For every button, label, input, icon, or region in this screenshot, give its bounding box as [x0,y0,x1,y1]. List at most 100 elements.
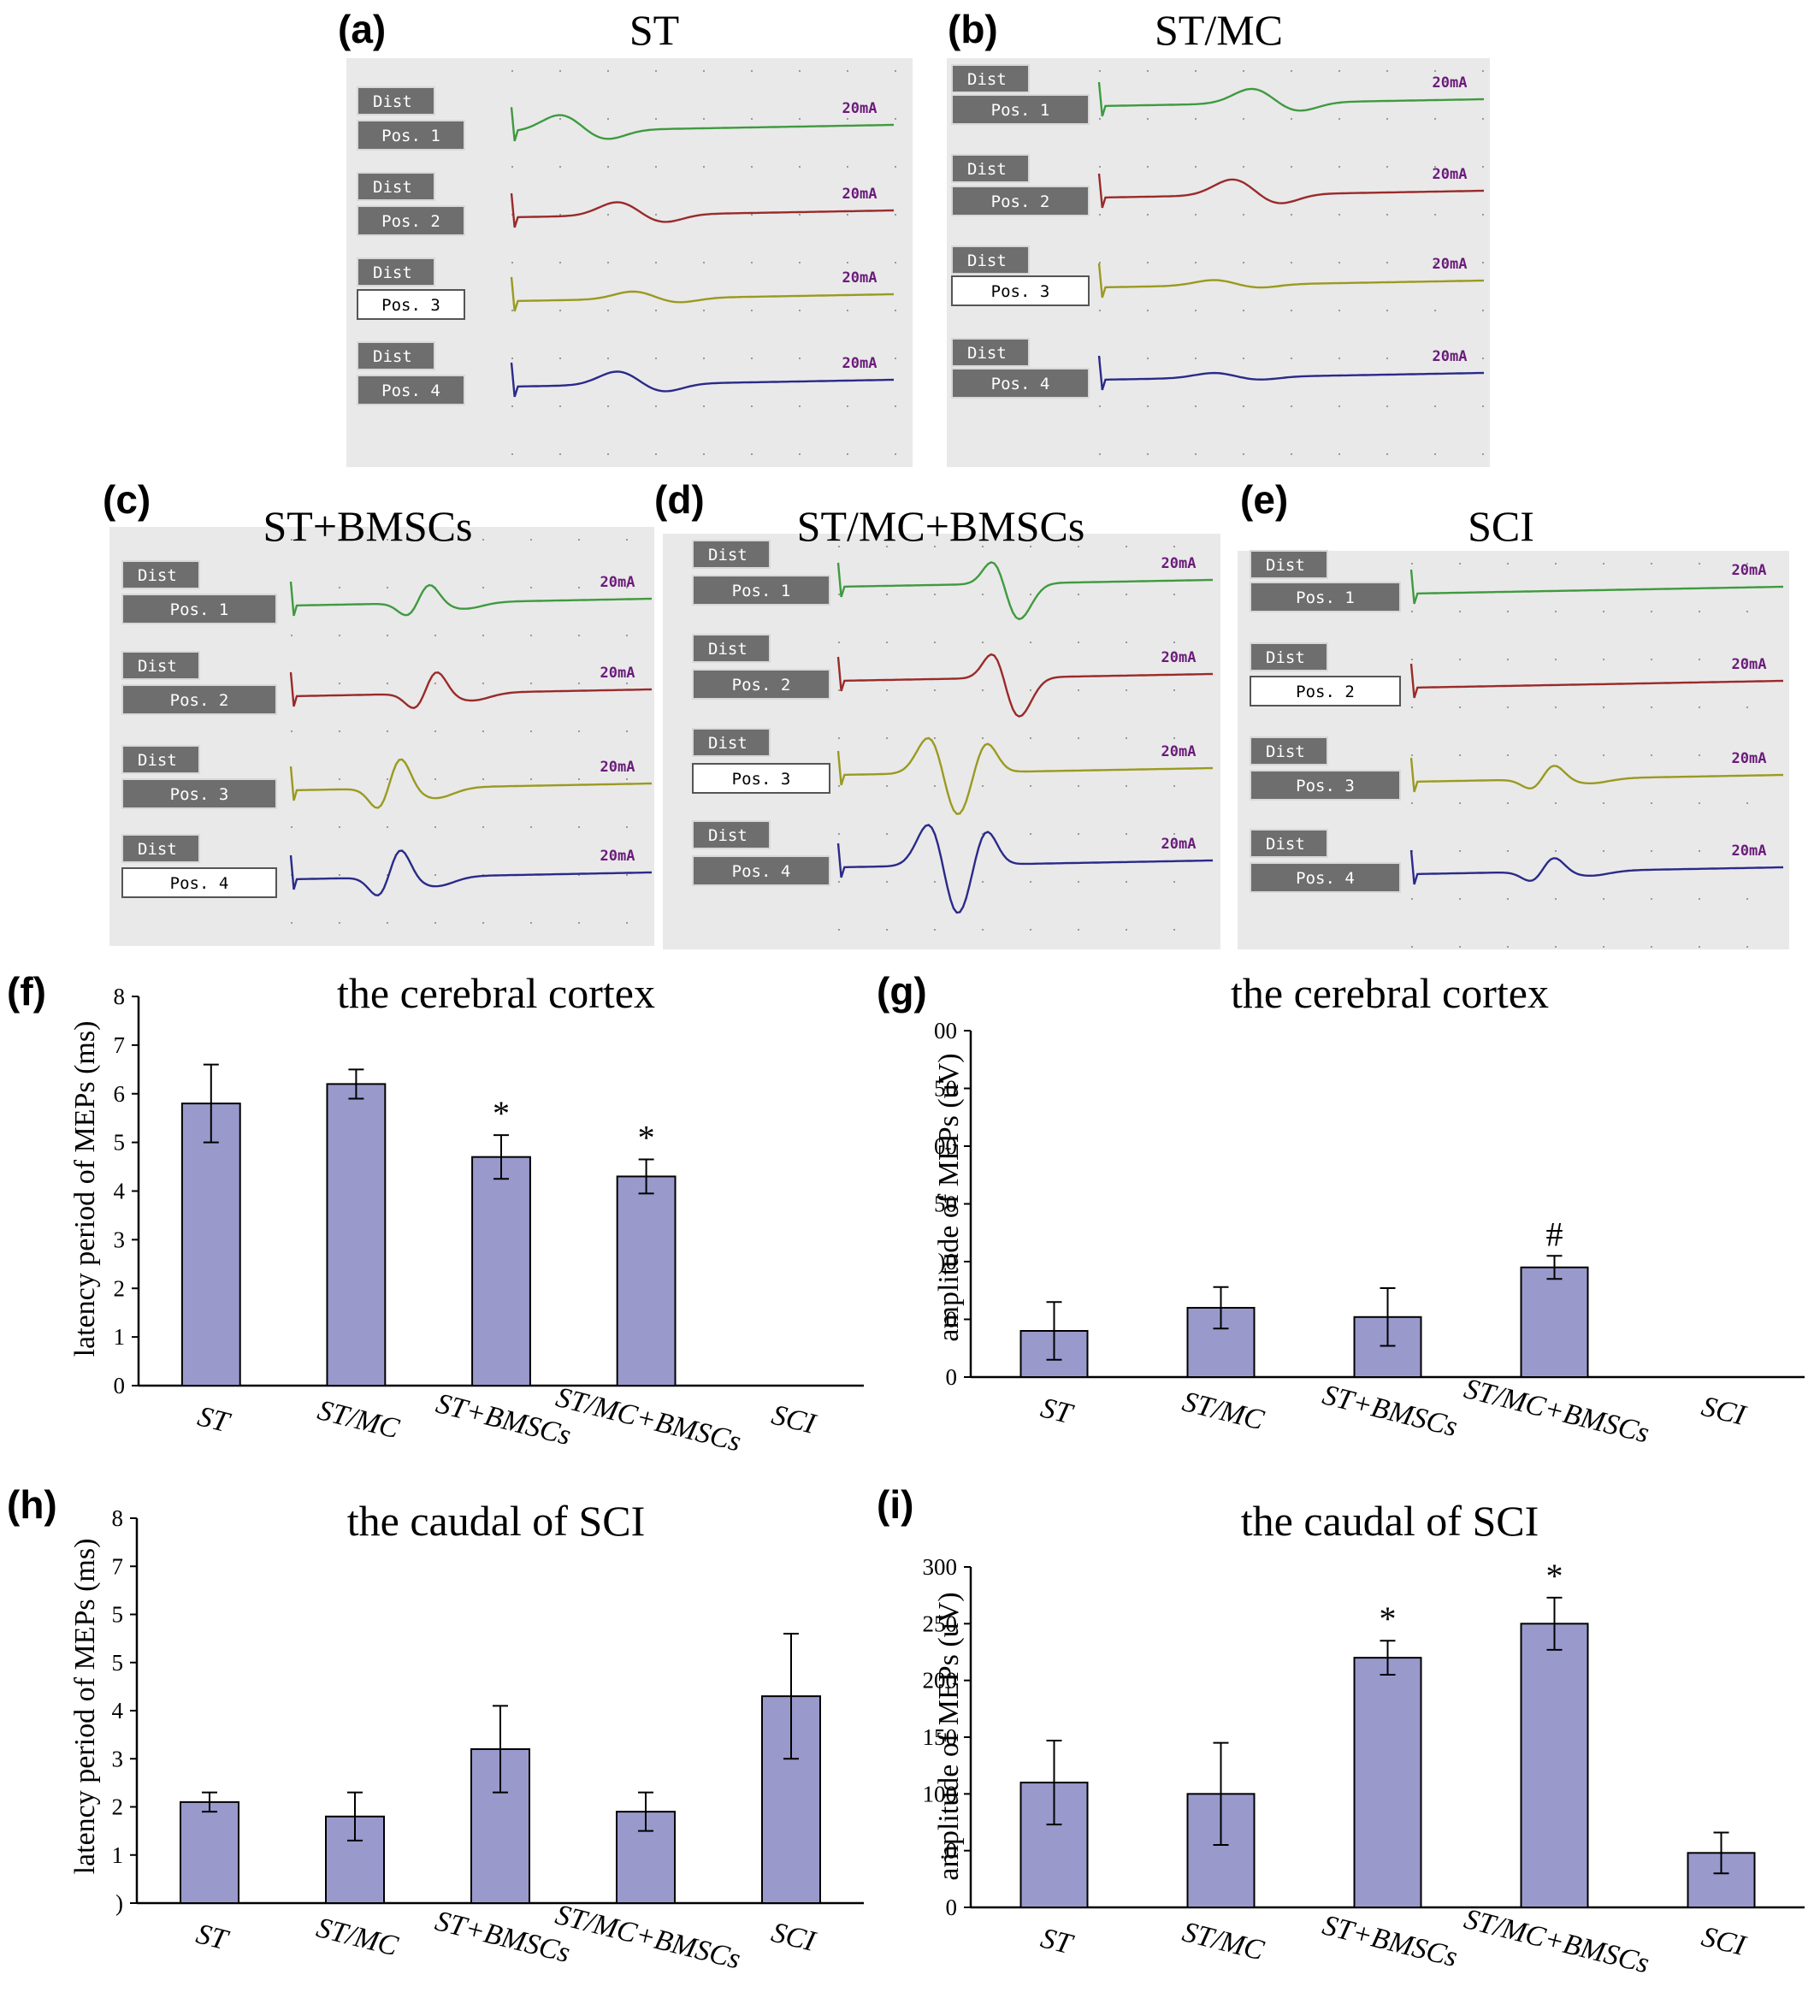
grid-dot [982,641,984,643]
grid-dot [838,546,840,547]
grid-dot [1459,754,1461,756]
grid-dot [626,635,628,636]
grid-dot [982,737,984,739]
grid-dot [1291,118,1292,120]
grid-dot [1746,659,1748,660]
y-tick-label: .0 [940,1838,957,1864]
grid-dot [838,737,840,739]
chart-label: (h) [7,1482,57,1527]
pos-button [951,275,1090,306]
grid-dot [1651,802,1652,804]
grid-dot [1147,118,1149,120]
dist-button [692,820,771,849]
emg-trace [1097,355,1485,391]
grid-dot [1651,946,1652,948]
panel-label: (d) [654,477,705,522]
grid-dot [607,70,609,72]
grid-dot [1411,563,1413,565]
grid-dot [291,730,292,732]
dist-button-label: Dist [1266,556,1305,575]
grid-dot [1078,737,1079,739]
grid-dot [1386,118,1388,120]
grid-dot [1699,611,1700,612]
stim-label: 20mA [1433,256,1468,273]
grid-dot [530,730,532,732]
stim-label: 20mA [1433,74,1468,92]
dist-button [121,834,200,863]
grid-dot [703,453,705,455]
grid-dot [1386,70,1388,72]
y-tick-label: 7 [112,1553,124,1579]
grid-dot [559,166,561,168]
grid-dot [655,358,657,359]
grid-dot [1126,881,1127,883]
grid-dot [1699,706,1700,708]
grid-dot [607,118,609,120]
grid-dot [1291,166,1292,168]
dist-button-label: Dist [1266,648,1305,667]
grid-dot [578,683,580,684]
grid-dot [559,358,561,359]
grid-dot [982,785,984,787]
grid-dot [1482,118,1484,120]
grid-dot [1482,358,1484,359]
pos-button-label: Pos. 2 [381,212,440,231]
grid-dot [482,922,484,924]
grid-dot [1459,802,1461,804]
grid-dot [1555,802,1557,804]
dist-button [692,728,771,757]
grid-dot [1482,453,1484,455]
emg-trace [289,849,653,897]
trace-panel: Dist Pos. 1 20mA Dist Pos. 2 20mA Dist Pos. 3 20… [1238,550,1789,949]
dist-button [357,257,435,287]
grid-dot [934,929,936,931]
grid-dot [291,539,292,541]
grid-dot [838,881,840,883]
grid-dot [1746,706,1748,708]
grid-dot [751,358,753,359]
grid-dot [1099,118,1101,120]
grid-dot [847,166,848,168]
grid-dot [886,833,888,835]
bar [180,1103,241,1386]
grid-dot [895,118,896,120]
panel-label: (b) [948,7,998,51]
chart-label: (i) [877,1482,913,1527]
grid-dot [1507,659,1509,660]
grid-dot [1603,563,1604,565]
x-tick-label: ST [193,1918,233,1957]
grid-dot [511,214,513,216]
grid-dot [626,922,628,924]
grid-dot [511,358,513,359]
bar [471,1156,531,1386]
grid-dot [1338,310,1340,311]
grid-dot [1291,214,1292,216]
y-tick-label: 00 [934,1018,957,1043]
grid-dot [1434,453,1436,455]
pos-button [692,763,830,794]
y-tick-label: 8 [112,1505,124,1531]
x-tick-label: ST+BMSCs [1320,1379,1461,1443]
stim-label: 20mA [1732,656,1767,673]
grid-dot [578,730,580,732]
grid-dot [1603,754,1604,756]
y-tick-label: 5 [112,1650,124,1676]
y-tick-label: 2 [114,1275,126,1301]
y-tick-label: 7 [114,1032,126,1058]
grid-dot [1507,563,1509,565]
grid-dot [626,730,628,732]
grid-dot [530,635,532,636]
panel-label: (c) [103,477,151,522]
grid-dot [1411,898,1413,900]
grid-dot [626,874,628,876]
grid-dot [1459,563,1461,565]
grid-dot [559,70,561,72]
grid-dot [1603,850,1604,852]
stim-label: 20mA [1732,562,1767,579]
grid-dot [1651,754,1652,756]
significance-marker: * [1380,1599,1397,1638]
grid-dot [1555,898,1557,900]
chart-title: the caudal of SCI [347,1497,646,1545]
grid-dot [1555,611,1557,612]
grid-dot [626,587,628,588]
